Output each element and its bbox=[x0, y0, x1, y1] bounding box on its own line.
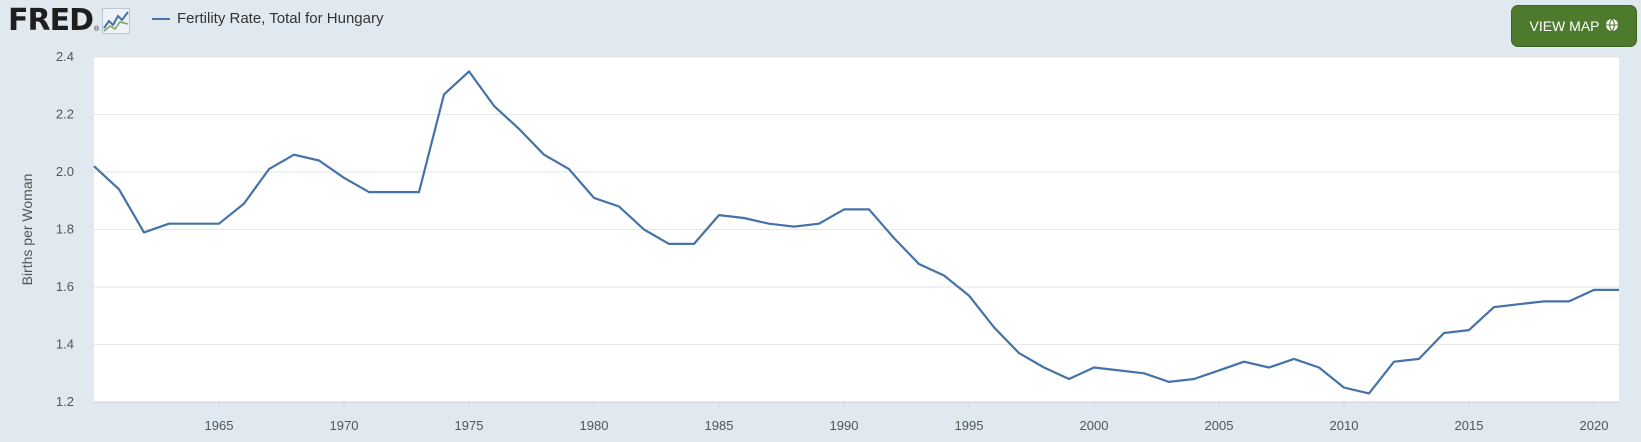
x-tick-label: 1980 bbox=[580, 418, 609, 433]
y-tick-label: 1.2 bbox=[56, 394, 74, 409]
x-tick-label: 1985 bbox=[705, 418, 734, 433]
fred-logo[interactable]: FRED ® bbox=[8, 3, 131, 39]
x-tick-label: 2000 bbox=[1080, 418, 1109, 433]
view-map-button[interactable]: VIEW MAP bbox=[1511, 5, 1637, 47]
logo-registered-mark: ® bbox=[94, 26, 100, 33]
legend-swatch bbox=[152, 17, 170, 20]
logo-text: FRED bbox=[8, 3, 94, 38]
view-map-label: VIEW MAP bbox=[1529, 18, 1600, 34]
x-tick-label: 2005 bbox=[1205, 418, 1234, 433]
x-tick-label: 2015 bbox=[1455, 418, 1484, 433]
y-tick-label: 1.6 bbox=[56, 279, 74, 294]
x-tick-label: 1970 bbox=[330, 418, 359, 433]
x-tick-label: 2020 bbox=[1580, 418, 1609, 433]
y-axis-label: Births per Woman bbox=[19, 174, 35, 286]
y-tick-label: 2.4 bbox=[56, 49, 74, 64]
legend-label: Fertility Rate, Total for Hungary bbox=[177, 10, 384, 27]
chart-legend: Fertility Rate, Total for Hungary bbox=[152, 10, 383, 27]
x-tick-label: 1995 bbox=[955, 418, 984, 433]
x-tick-label: 1965 bbox=[205, 418, 234, 433]
globe-icon bbox=[1605, 18, 1619, 35]
chart-header: FRED ® Fertility Rate, Total for Hungary… bbox=[0, 0, 1641, 52]
series-line-hungary bbox=[93, 70, 1619, 395]
fred-sparkline-icon bbox=[102, 8, 131, 39]
x-tick-label: 2010 bbox=[1330, 418, 1359, 433]
y-tick-label: 2.0 bbox=[56, 164, 74, 179]
y-tick-label: 2.2 bbox=[56, 107, 74, 122]
y-tick-label: 1.8 bbox=[56, 222, 74, 237]
x-tick-label: 1975 bbox=[455, 418, 484, 433]
x-tick-label: 1990 bbox=[830, 418, 859, 433]
y-tick-label: 1.4 bbox=[56, 337, 74, 352]
